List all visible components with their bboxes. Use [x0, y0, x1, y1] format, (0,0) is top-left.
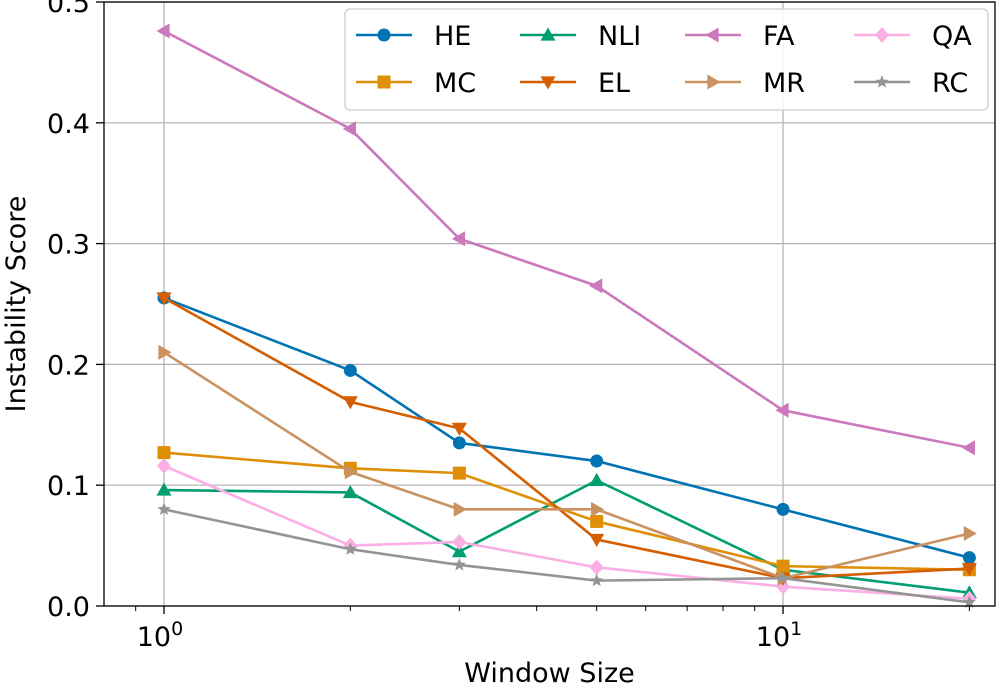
series-line-fa — [163, 29, 970, 450]
data-point-rc — [590, 573, 604, 587]
series-line-rc — [163, 508, 970, 604]
data-point-fa — [961, 440, 976, 456]
legend-marker-nli — [540, 27, 556, 41]
series-nli — [156, 472, 977, 599]
legend-label-mr: MR — [763, 68, 805, 99]
legend-label-rc: RC — [932, 68, 968, 99]
data-point-he — [343, 363, 357, 377]
data-point-qa — [452, 533, 467, 550]
data-point-rc — [962, 595, 977, 609]
data-point-el — [451, 422, 467, 436]
series-mc — [157, 446, 976, 577]
y-tick-label: 0.1 — [47, 471, 90, 502]
series-line-mr — [163, 351, 970, 580]
data-point-fa — [775, 402, 789, 418]
data-point-mr — [158, 344, 172, 360]
legend-entry-mc: MC — [356, 68, 476, 99]
data-point-fa — [156, 23, 170, 39]
legend-marker-el — [540, 76, 556, 90]
data-point-mr — [453, 501, 467, 517]
data-point-rc — [776, 571, 790, 584]
data-point-mc — [590, 514, 604, 528]
legend-entry-he: HE — [356, 21, 471, 52]
legend-marker-mr — [707, 74, 721, 90]
legend-marker-he — [377, 28, 391, 42]
data-point-el — [961, 562, 977, 577]
legend-entry-fa: FA — [685, 21, 795, 52]
legend-entry-nli: NLI — [520, 21, 641, 52]
data-point-he — [452, 436, 466, 450]
y-axis-label: Instability Score — [1, 196, 32, 413]
y-tick-label: 0.2 — [47, 350, 90, 381]
data-point-el — [156, 292, 172, 306]
data-point-nli — [342, 484, 358, 499]
series-mr — [158, 344, 977, 586]
x-axis-label: Window Size — [464, 658, 634, 689]
data-point-el — [589, 533, 605, 548]
legend-entry-mr: MR — [685, 68, 805, 99]
series-fa — [156, 23, 976, 456]
data-point-he — [962, 551, 976, 565]
legend: HE NLI FA QA MC EL MR RC — [344, 8, 989, 111]
data-point-fa — [451, 231, 465, 247]
x-tick-label: 101 — [756, 618, 802, 653]
axis-ticks: 0.0 0.1 0.2 0.3 0.4 0.5 100 101 — [47, 0, 970, 653]
y-tick-label: 0.0 — [47, 592, 90, 623]
legend-marker-qa — [875, 27, 889, 43]
data-point-mr — [591, 501, 605, 517]
legend-marker-rc — [875, 75, 889, 88]
legend-label-mc: MC — [434, 68, 476, 99]
legend-label-el: EL — [598, 68, 630, 99]
data-point-qa — [156, 457, 171, 474]
data-point-fa — [342, 121, 356, 137]
legend-label-fa: FA — [763, 21, 795, 52]
data-point-mc — [776, 559, 790, 573]
legend-entry-qa: QA — [854, 21, 972, 52]
data-point-mr — [344, 464, 358, 480]
legend-marker-mc — [377, 75, 391, 89]
series-line-he — [163, 296, 970, 559]
legend-box — [344, 8, 989, 111]
y-tick-label: 0.3 — [47, 230, 90, 261]
data-point-mc — [452, 466, 466, 480]
data-point-nli — [589, 472, 605, 486]
series-line-qa — [163, 464, 970, 601]
legend-entry-rc: RC — [854, 68, 968, 99]
data-point-nli — [451, 544, 467, 558]
series-qa — [156, 457, 977, 607]
legend-label-qa: QA — [932, 21, 972, 52]
data-point-rc — [343, 542, 357, 555]
data-point-qa — [589, 559, 604, 576]
data-point-rc — [452, 557, 467, 571]
legend-entry-el: EL — [520, 68, 630, 99]
series-el — [156, 292, 977, 586]
series-he — [157, 291, 976, 565]
series-rc — [157, 502, 977, 609]
data-point-he — [776, 502, 790, 516]
data-point-he — [590, 454, 604, 468]
series-lines — [156, 23, 977, 609]
plot-frame — [103, 1, 996, 607]
data-point-mr — [963, 526, 977, 542]
legend-marker-fa — [705, 27, 719, 43]
data-point-rc — [157, 502, 171, 516]
x-tick-label: 100 — [137, 618, 183, 653]
data-point-mc — [157, 446, 171, 460]
y-tick-label: 0.4 — [47, 109, 90, 140]
series-line-nli — [163, 479, 970, 595]
data-point-nli — [156, 482, 172, 496]
series-line-mc — [163, 451, 970, 572]
data-point-el — [342, 396, 358, 410]
y-tick-label: 0.5 — [47, 0, 90, 19]
data-point-fa — [589, 278, 603, 294]
series-line-el — [163, 296, 970, 580]
legend-label-he: HE — [434, 21, 471, 52]
legend-label-nli: NLI — [598, 21, 641, 52]
